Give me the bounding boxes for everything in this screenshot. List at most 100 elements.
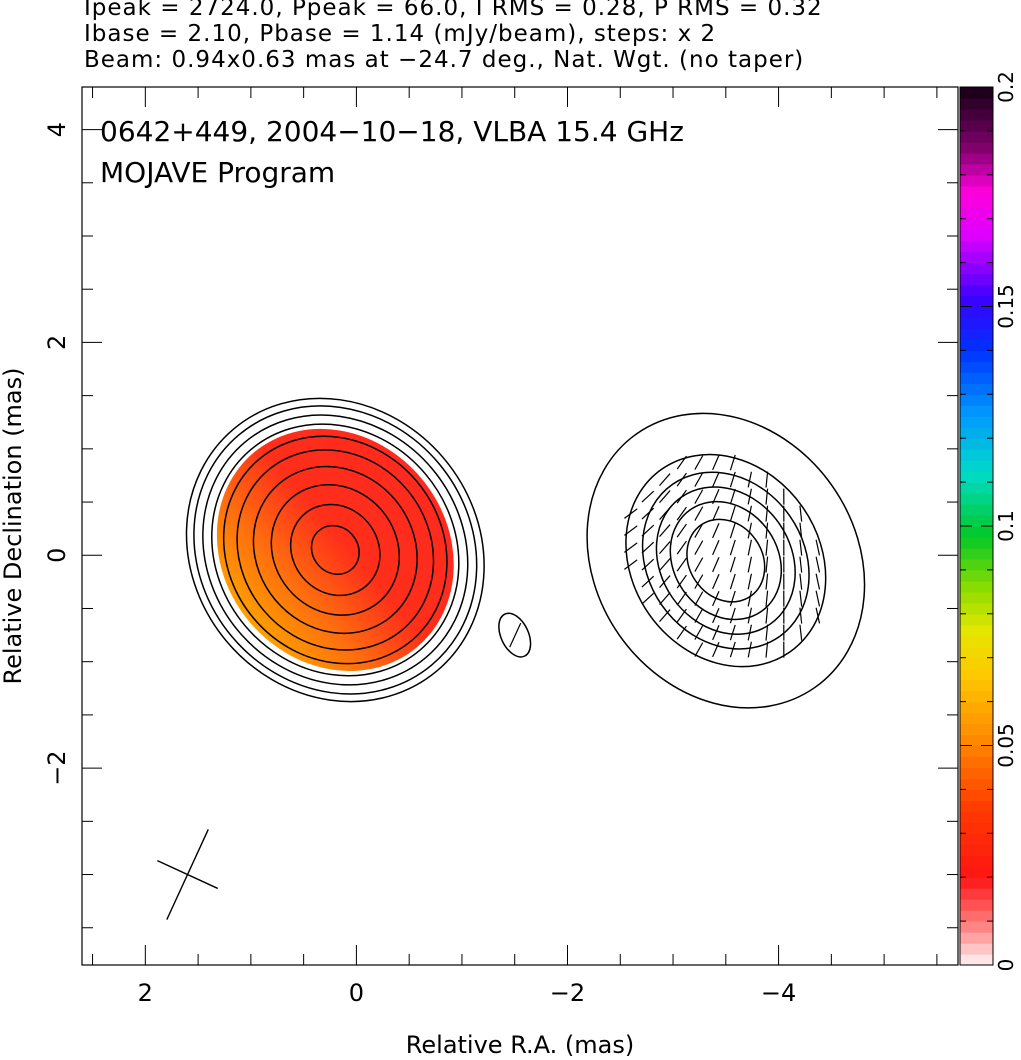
colorbar-cell [960, 87, 993, 99]
colorbar-cell [960, 515, 993, 527]
evpa-vector [712, 506, 720, 522]
evpa-vector [765, 488, 769, 505]
colorbar-cell [960, 833, 993, 845]
header-line-2: Ibase = 2.10, Pbase = 1.14 (mJy/beam), s… [84, 21, 717, 47]
evpa-vector [694, 455, 704, 470]
evpa-vector [694, 591, 704, 606]
jet-contours [586, 412, 866, 709]
colorbar-cell [960, 350, 993, 362]
colorbar-cell [960, 174, 993, 187]
evpa-vector [729, 454, 736, 471]
colorbar-cell [960, 822, 993, 834]
evpa-vector [624, 508, 638, 519]
evpa-vector [729, 624, 736, 641]
evpa-vector [712, 574, 720, 590]
evpa-vector [712, 608, 720, 624]
evpa-vector [815, 607, 821, 624]
evpa-vector [765, 573, 769, 590]
colorbar-cell [960, 449, 993, 461]
colorbar-cell [960, 536, 993, 549]
evpa-vector [747, 505, 753, 522]
evpa-vector [729, 539, 736, 556]
y-tick-label: 2 [43, 335, 71, 350]
x-axis-label: Relative R.A. (mas) [406, 1031, 634, 1059]
colorbar-cell [960, 229, 993, 242]
evpa-vector [676, 523, 687, 538]
core-contour [185, 397, 485, 703]
header-line-1: Ipeak = 2724.0, Ppeak = 66.0, I RMS = 0.… [84, 0, 823, 21]
colorbar-cell [960, 668, 993, 681]
x-tick-label: 2 [138, 979, 153, 1007]
evpa-vector [799, 556, 803, 573]
colorbar-cell [960, 471, 993, 483]
colorbar-cell [960, 602, 993, 615]
colorbar-cell [960, 493, 993, 505]
evpa-vector [694, 574, 704, 589]
colorbar-cell [960, 800, 993, 812]
evpa-vector [694, 608, 704, 623]
evpa-vector [676, 625, 687, 640]
core-contour [289, 503, 381, 597]
colorbar-tick-label: 0.05 [994, 723, 1018, 768]
colorbar-cell [960, 547, 993, 560]
evpa-vector [765, 539, 769, 556]
evpa-vector [659, 507, 671, 520]
evpa-vector [641, 507, 655, 520]
colorbar-cell [960, 372, 993, 384]
evpa-vector [765, 641, 769, 658]
evpa-vector [712, 591, 720, 607]
colorbar-cell [960, 756, 993, 769]
chart-subtitle: MOJAVE Program [100, 156, 335, 189]
jet-contour [586, 412, 866, 709]
evpa-vector [659, 524, 671, 537]
evpa-vector [729, 590, 736, 607]
core-contour [270, 484, 401, 616]
colorbar-cell [960, 701, 993, 714]
evpa-vector [799, 505, 803, 522]
evpa-vector [747, 607, 753, 624]
evpa-vector [729, 488, 736, 505]
chart-title: 0642+449, 2004−10−18, VLBA 15.4 GHz [100, 115, 684, 148]
colorbar-cell [960, 295, 993, 308]
colorbar-cell [960, 679, 993, 692]
colorbar-cell [960, 240, 993, 253]
colorbar-tick-label: 0.15 [994, 284, 1018, 329]
x-tick-label: −4 [761, 979, 796, 1007]
colorbar-cell [960, 690, 993, 703]
evpa-vector [676, 455, 687, 470]
colorbar-cell [960, 119, 993, 132]
colorbar-cell [960, 745, 993, 758]
evpa-vector [729, 573, 736, 590]
evpa-vector [694, 642, 704, 657]
evpa-vector [747, 488, 753, 505]
evpa-vector [765, 607, 769, 624]
colorbar-cell [960, 943, 993, 955]
colorbar-cell [960, 734, 993, 747]
evpa-vector [676, 557, 687, 572]
evpa-vector [694, 523, 704, 538]
colorbar-cell [960, 954, 993, 966]
jet-contour [655, 486, 796, 635]
colorbar-cell [960, 218, 993, 231]
evpa-vector [729, 505, 736, 522]
evpa-vector [641, 592, 655, 605]
colorbar-cell [960, 416, 993, 428]
colorbar-cell [960, 723, 993, 736]
colorbar-cell [960, 141, 993, 154]
evpa-vector [624, 559, 638, 570]
colorbar-cell [960, 558, 993, 571]
colorbar-cell [960, 921, 993, 933]
evpa-vector [712, 472, 720, 488]
evpa-vector [641, 541, 655, 554]
colorbar-cell [960, 108, 993, 121]
evpa-vector [694, 472, 704, 487]
evpa-vector [729, 607, 736, 624]
evpa-vector [729, 556, 736, 573]
colorbar-cell [960, 888, 993, 900]
x-tick-label: −2 [550, 979, 585, 1007]
core-contour [202, 414, 469, 686]
colorbar-cell [960, 130, 993, 143]
y-tick-label: −2 [43, 750, 71, 785]
colorbar-cell [960, 284, 993, 297]
